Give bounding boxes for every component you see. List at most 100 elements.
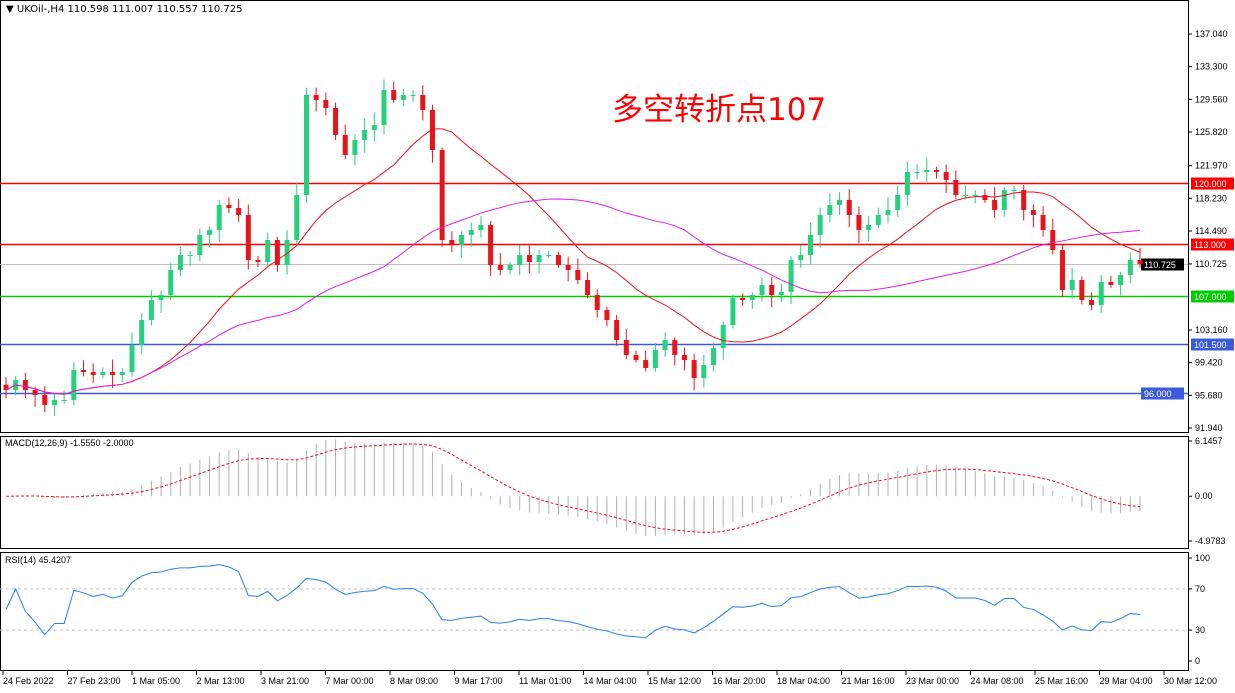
time-tick-label: 23 Mar 00:00 <box>906 676 959 686</box>
time-tick-label: 24 Mar 08:00 <box>971 676 1024 686</box>
candle-body <box>362 130 368 140</box>
candle-body <box>1089 300 1095 305</box>
candle-body <box>1108 282 1114 285</box>
candle-body <box>526 255 532 263</box>
macd-signal-line <box>5 443 1141 533</box>
candle-body <box>177 255 183 270</box>
time-tick-label: 7 Mar 00:00 <box>326 676 374 686</box>
price-tick-label: 137.040 <box>1195 29 1228 39</box>
candle-body <box>42 394 48 406</box>
time-tick-label: 24 Feb 2022 <box>3 676 54 686</box>
candle-body <box>681 354 687 361</box>
candle-body <box>623 340 629 355</box>
candle-body <box>972 195 978 197</box>
candle-body <box>1001 190 1007 211</box>
candle-body <box>652 349 658 368</box>
candle-body <box>1098 282 1104 305</box>
candle-body <box>866 224 872 231</box>
macd-pane-frame <box>0 436 1189 549</box>
candle-body <box>51 400 57 406</box>
level-price-label: 120.000 <box>1194 179 1227 189</box>
candle-body <box>837 199 843 205</box>
candle-body <box>236 208 242 216</box>
time-tick-label: 8 Mar 09:00 <box>390 676 438 686</box>
candle-body <box>788 260 794 292</box>
candle-body <box>391 89 397 100</box>
candle-body <box>924 170 930 173</box>
candle-body <box>410 94 416 96</box>
candle-body <box>565 264 571 270</box>
time-tick-label: 14 Mar 04:00 <box>584 676 637 686</box>
candle-body <box>449 239 455 245</box>
candle-body <box>342 134 348 155</box>
candle-body <box>614 320 620 341</box>
current-price-badge <box>1141 258 1184 271</box>
candle-body <box>1011 190 1017 192</box>
candle-body <box>914 172 920 174</box>
candle-body <box>711 347 717 366</box>
candle-body <box>555 255 561 265</box>
time-tick-label: 21 Mar 16:00 <box>842 676 895 686</box>
time-tick-label: 2 Mar 13:00 <box>197 676 245 686</box>
candle-body <box>749 295 755 301</box>
rsi-label: RSI(14) 45.4207 <box>5 555 71 565</box>
candle-body <box>672 340 678 355</box>
level-price-label: 101.500 <box>1194 340 1227 350</box>
candle-body <box>943 172 949 180</box>
candle-body <box>701 365 707 379</box>
candle-body <box>817 215 823 235</box>
candle-body <box>32 389 38 395</box>
candle-body <box>982 195 988 200</box>
open-value: 110.598 <box>67 4 109 15</box>
candle-body <box>313 94 319 100</box>
candle-body <box>400 94 406 100</box>
level-price-badge <box>1141 387 1184 400</box>
ma-fast-line <box>5 128 1141 395</box>
candle-body <box>633 354 639 361</box>
candle-body <box>497 264 503 270</box>
candle-body <box>294 195 300 240</box>
candle-body <box>3 384 9 390</box>
candle-body <box>100 372 106 375</box>
close-value: 110.725 <box>201 4 243 15</box>
price-tick-label: 99.420 <box>1195 358 1223 368</box>
candle-body <box>158 295 164 301</box>
candle-body <box>207 230 213 235</box>
candle-body <box>1021 190 1027 211</box>
candle-body <box>1050 230 1056 251</box>
candle-body <box>895 195 901 211</box>
candle-body <box>381 89 387 126</box>
candle-body <box>507 264 513 270</box>
time-tick-label: 25 Mar 16:00 <box>1035 676 1088 686</box>
rsi-tick-label: 100 <box>1195 553 1210 563</box>
candle-body <box>71 369 77 401</box>
low-value: 110.557 <box>156 4 198 15</box>
rsi-line <box>5 564 1141 639</box>
candle-body <box>846 199 852 216</box>
candle-body <box>352 139 358 155</box>
candle-body <box>963 195 969 197</box>
candle-body <box>323 99 329 108</box>
candle-body <box>517 255 523 265</box>
triangle-down-icon[interactable]: ▼ <box>6 4 14 15</box>
price-tick-label: 121.970 <box>1195 161 1228 171</box>
candle-body <box>22 380 28 390</box>
level-price-badge <box>1191 238 1234 251</box>
candle-body <box>187 255 193 257</box>
price-tick-label: 110.725 <box>1195 259 1227 269</box>
candle-body <box>585 280 591 296</box>
candle-body <box>691 360 697 379</box>
candle-body <box>730 298 736 326</box>
candle-body <box>216 204 222 231</box>
price-tick-label: 114.490 <box>1195 226 1227 236</box>
price-tick-label: 129.560 <box>1195 94 1228 104</box>
candle-body <box>798 255 804 261</box>
candle-body <box>333 107 339 135</box>
candle-body <box>933 170 939 173</box>
candle-body <box>546 255 552 257</box>
level-price-label: 113.000 <box>1194 240 1226 250</box>
level-price-badge <box>1191 338 1234 351</box>
candle-body <box>488 224 494 265</box>
time-tick-label: 11 Mar 01:00 <box>519 676 571 686</box>
